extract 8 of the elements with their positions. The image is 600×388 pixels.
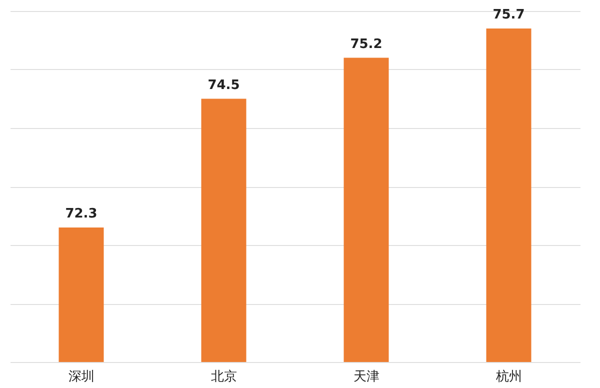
x-tick-label: 天津 [353,370,380,384]
data-label: 75.2 [350,36,382,52]
data-label: 75.7 [492,8,525,23]
x-tick-label: 杭州 [494,370,522,384]
x-tick-label: 深圳 [68,370,94,384]
x-tick-label: 北京 [210,370,237,384]
data-label: 74.5 [208,78,240,93]
data-label: 72.3 [65,206,98,222]
